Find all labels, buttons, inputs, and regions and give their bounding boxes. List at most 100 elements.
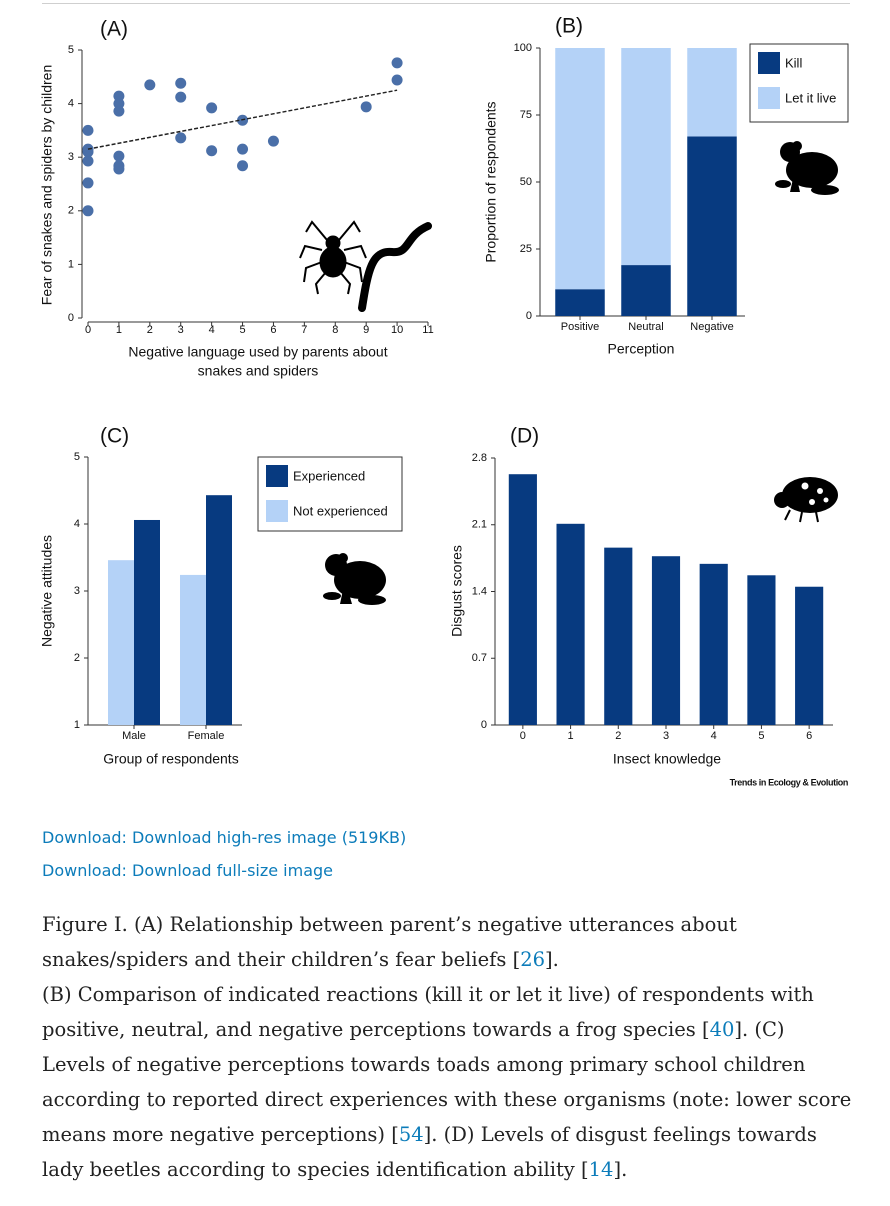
figure: Trends in Ecology & Evolution (A) Fear of… [38, 14, 849, 788]
data-point [206, 102, 218, 114]
x-tick-label: 1 [568, 730, 574, 742]
data-point [391, 74, 403, 86]
x-axis-label: Negative language used by parents about [128, 344, 387, 360]
caption-text: ]. (D) Levels of disgust feelings toward… [42, 1123, 817, 1181]
caption-text: ]. [613, 1158, 628, 1181]
icon-spider [299, 220, 367, 295]
data-point [237, 160, 249, 172]
x-tick-label: 0 [85, 324, 91, 336]
data-point [82, 124, 94, 136]
chart-title: (B) [555, 15, 583, 38]
data-point [206, 145, 218, 157]
x-tick-label: 9 [363, 324, 369, 336]
y-tick-label: 2.1 [472, 519, 487, 531]
citation-link[interactable]: 40 [709, 1018, 735, 1041]
x-tick-label: Positive [561, 321, 600, 333]
x-tick-label: 4 [711, 730, 717, 742]
chart-title: (D) [510, 425, 539, 448]
x-tick-label: 3 [178, 324, 184, 336]
y-axis-label: Proportion of respondents [483, 101, 499, 262]
x-tick-label: 2 [147, 324, 153, 336]
x-tick-label: Negative [690, 321, 733, 333]
icon-toad [323, 553, 386, 605]
y-tick-label: 0 [481, 719, 487, 731]
x-tick-label: Male [122, 730, 146, 742]
y-tick-label: 0 [68, 312, 74, 324]
data-point [267, 135, 279, 147]
bar [206, 495, 232, 725]
y-tick-label: 50 [520, 176, 532, 188]
bar-segment [621, 48, 671, 266]
x-tick-label: 8 [332, 324, 338, 336]
caption-text: (B) Comparison of indicated reactions (k… [42, 983, 814, 1041]
data-point [360, 101, 372, 113]
bar [556, 523, 585, 725]
y-tick-label: 4 [74, 518, 80, 530]
icon-frog [775, 141, 839, 195]
bar [795, 586, 824, 725]
bar [508, 474, 537, 725]
bar-segment [555, 48, 605, 290]
data-point [82, 205, 94, 217]
download-link[interactable]: Download: Download full-size image [42, 861, 334, 880]
bar-segment [621, 265, 671, 316]
citation-link[interactable]: 26 [520, 948, 546, 971]
legend-swatch [758, 52, 780, 74]
x-tick-label: 5 [758, 730, 764, 742]
y-tick-label: 2.8 [472, 452, 487, 464]
x-tick-label: 2 [615, 730, 621, 742]
y-axis-label: Fear of snakes and spiders by children [39, 65, 55, 305]
legend-label: Let it live [785, 90, 836, 105]
x-tick-label: 3 [663, 730, 669, 742]
download-links: Download: Download high-res image (519KB… [42, 826, 406, 892]
y-axis-label: Disgust scores [449, 545, 465, 637]
y-tick-label: 5 [68, 44, 74, 56]
data-point [82, 155, 94, 167]
data-point [391, 57, 403, 69]
legend-label: Experienced [293, 468, 365, 483]
legend-label: Kill [785, 55, 802, 70]
x-tick-label: 1 [116, 324, 122, 336]
data-point [113, 150, 125, 162]
legend-swatch [266, 465, 288, 487]
bar [108, 560, 134, 725]
x-tick-label: 0 [520, 730, 526, 742]
caption-text: ]. (C) Levels of negative perceptions to… [42, 1018, 852, 1146]
citation-link[interactable]: 14 [588, 1158, 614, 1181]
x-tick-label: 6 [270, 324, 276, 336]
x-tick-label: 10 [391, 324, 403, 336]
divider [42, 3, 850, 4]
bar [651, 556, 681, 725]
x-tick-label: 6 [806, 730, 812, 742]
chart-title: (C) [100, 425, 129, 448]
y-tick-label: 4 [68, 98, 74, 110]
data-point [144, 79, 156, 91]
bar-segment [687, 48, 737, 137]
data-point [82, 177, 94, 189]
bar [180, 574, 206, 725]
y-tick-label: 1 [74, 719, 80, 731]
bar [747, 575, 776, 725]
bar-segment [687, 136, 737, 316]
bar [699, 563, 728, 725]
bar [604, 547, 633, 725]
y-axis-label: Negative attitudes [39, 535, 55, 647]
download-link[interactable]: Download: Download high-res image (519KB… [42, 828, 407, 847]
data-point [175, 77, 187, 89]
icon-ladybug [774, 477, 838, 523]
data-point [113, 163, 125, 175]
citation-link[interactable]: 54 [398, 1123, 424, 1146]
y-tick-label: 100 [514, 42, 532, 54]
x-tick-label: 5 [239, 324, 245, 336]
data-point [175, 91, 187, 103]
y-tick-label: 0.7 [472, 652, 487, 664]
legend-swatch [758, 87, 780, 109]
icon-snake [358, 222, 432, 312]
y-tick-label: 5 [74, 451, 80, 463]
bar-segment [555, 289, 605, 316]
y-tick-label: 1 [68, 258, 74, 270]
chart-title: (A) [100, 18, 128, 41]
y-tick-label: 2 [68, 205, 74, 217]
y-tick-label: 1.4 [472, 585, 487, 597]
